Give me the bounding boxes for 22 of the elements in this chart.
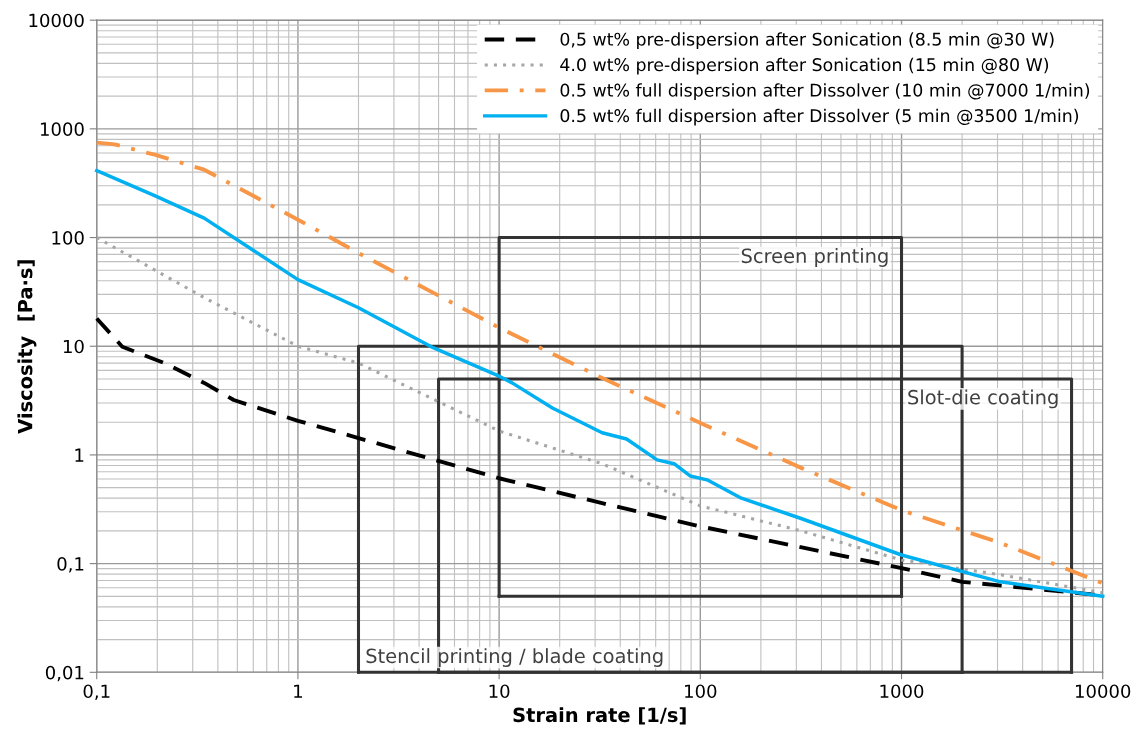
- series-label: Slot-die coating: [908, 389, 1058, 409]
- x-tick-label: 10: [489, 684, 510, 699]
- x-axis-title: Strain rate [1/s]: [513, 707, 686, 725]
- y-tick-label: 100: [52, 231, 84, 245]
- y-tick-label: 0,1: [57, 557, 84, 573]
- series-label: Stencil printing / blade coating: [366, 648, 663, 667]
- y-tick-label: 1000: [40, 122, 84, 136]
- legend-label: 0.5 wt% full dispersion after Dissolver (5 min @3500 1/min): [560, 108, 1079, 126]
- x-tick-label: 0,1: [83, 684, 110, 700]
- x-tick-label: 100: [685, 684, 717, 699]
- y-tick-label: 10000: [29, 13, 84, 28]
- series-label: Screen printing: [741, 248, 888, 267]
- y-tick-label: 1: [75, 448, 84, 462]
- legend-label: 4.0 wt% pre-dispersion after Sonication (15 min @80 W): [560, 57, 1049, 75]
- x-tick-label: 1: [294, 684, 303, 698]
- y-tick-label: 0,01: [45, 665, 84, 682]
- y-axis-title: Viscosity [Pa·s]: [17, 260, 37, 434]
- x-tick-label: 1000: [880, 684, 924, 699]
- y-tick-label: 10: [63, 339, 84, 354]
- x-tick-label: 10000: [1075, 684, 1131, 699]
- legend-label: 0,5 wt% pre-dispersion after Sonication (8.5 min @30 W): [560, 32, 1054, 50]
- legend-label: 0.5 wt% full dispersion after Dissolver (10 min @7000 1/min): [560, 83, 1090, 101]
